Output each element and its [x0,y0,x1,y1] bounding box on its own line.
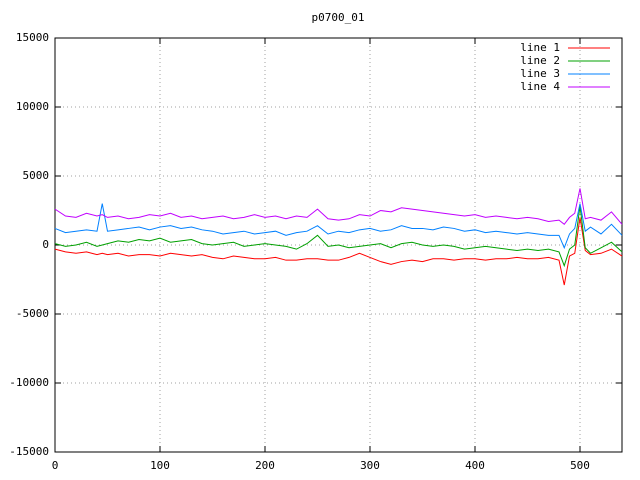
x-tick-label: 200 [255,459,275,472]
y-tick-label: 10000 [16,100,49,113]
legend-label: line 1 [520,41,560,54]
y-tick-label: 5000 [23,169,50,182]
x-tick-label: 0 [52,459,59,472]
data-line [54,217,623,286]
y-tick-label: -15000 [9,445,49,458]
x-tick-label: 100 [150,459,170,472]
y-tick-label: -5000 [16,307,49,320]
plot-frame [54,37,623,453]
legend-label: line 4 [520,80,560,93]
y-tick-label: 15000 [16,31,49,44]
data-line [54,206,623,268]
x-tick-label: 300 [360,459,380,472]
legend-label: line 3 [520,67,560,80]
x-tick-label: 500 [570,459,590,472]
y-tick-label: -10000 [9,376,49,389]
x-tick-label: 400 [465,459,485,472]
legend-label: line 2 [520,54,560,67]
data-line [54,203,623,250]
data-line [54,188,623,226]
chart-title: p0700_01 [312,11,365,24]
y-tick-label: 0 [42,238,49,251]
